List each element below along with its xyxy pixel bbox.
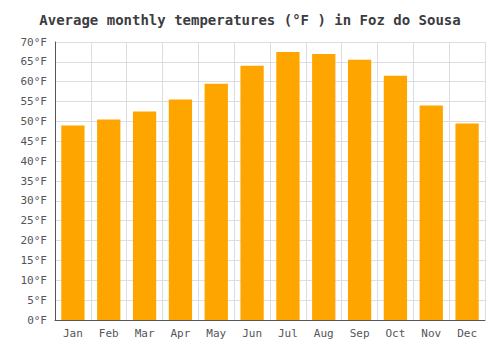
svg-text:25°F: 25°F (21, 214, 48, 227)
svg-text:Jan: Jan (63, 327, 83, 340)
svg-text:May: May (206, 327, 226, 340)
svg-text:50°F: 50°F (21, 115, 48, 128)
svg-text:15°F: 15°F (21, 254, 48, 267)
svg-text:Feb: Feb (99, 327, 119, 340)
svg-text:20°F: 20°F (21, 234, 48, 247)
svg-text:70°F: 70°F (21, 36, 48, 49)
svg-text:0°F: 0°F (27, 314, 47, 327)
svg-text:30°F: 30°F (21, 194, 48, 207)
svg-text:Apr: Apr (170, 327, 190, 340)
svg-text:60°F: 60°F (21, 75, 48, 88)
svg-text:45°F: 45°F (21, 135, 48, 148)
svg-text:65°F: 65°F (21, 55, 48, 68)
svg-text:Nov: Nov (421, 327, 441, 340)
svg-text:Aug: Aug (314, 327, 334, 340)
svg-text:Oct: Oct (385, 327, 405, 340)
svg-text:55°F: 55°F (21, 95, 48, 108)
svg-text:Dec: Dec (457, 327, 477, 340)
svg-text:Sep: Sep (350, 327, 370, 340)
svg-text:Mar: Mar (135, 327, 155, 340)
svg-text:5°F: 5°F (27, 294, 47, 307)
svg-text:10°F: 10°F (21, 274, 48, 287)
svg-text:35°F: 35°F (21, 175, 48, 188)
svg-text:Jun: Jun (242, 327, 262, 340)
svg-text:Jul: Jul (278, 327, 298, 340)
svg-text:40°F: 40°F (21, 155, 48, 168)
svg-text:Average monthly temperatures (: Average monthly temperatures (°F ) in Fo… (39, 12, 460, 28)
